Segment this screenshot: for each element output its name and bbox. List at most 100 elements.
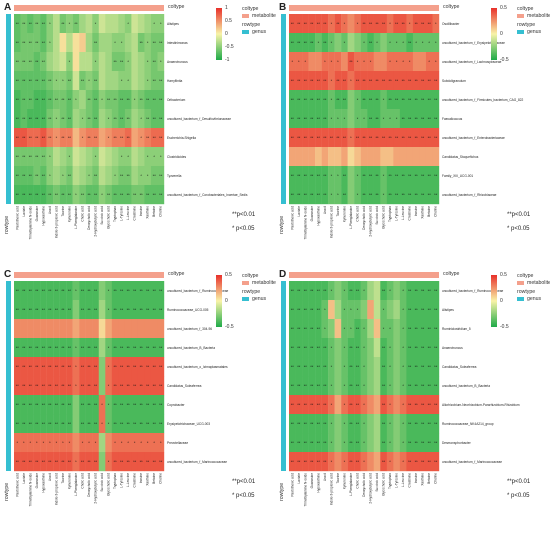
significance-mark: * — [357, 59, 359, 64]
significance-mark: ** — [343, 192, 347, 197]
heatmap-cell — [92, 319, 99, 339]
significance-mark: ** — [291, 192, 295, 197]
column-label: Indole-3-propionic acid — [54, 473, 58, 505]
heatmap-cell — [137, 338, 145, 358]
coltype-annotation-bar — [289, 272, 439, 278]
significance-mark: ** — [42, 288, 46, 293]
significance-mark: ** — [61, 402, 65, 407]
significance-mark: * — [376, 40, 378, 45]
significance-mark: ** — [297, 326, 301, 331]
heatmap-cell — [157, 376, 165, 396]
heatmap-cell — [321, 71, 329, 91]
metabolite-swatch — [242, 14, 249, 18]
significance-mark: * — [101, 192, 103, 197]
heatmap-cell — [33, 185, 41, 205]
significance-mark: * — [324, 307, 326, 312]
color-scale-tick: -0.5 — [225, 44, 234, 50]
significance-mark: * — [69, 21, 71, 26]
heatmap-cell — [53, 338, 60, 358]
significance-mark: ** — [140, 364, 144, 369]
heatmap-cell — [20, 376, 28, 396]
significance-mark: ** — [389, 135, 393, 140]
color-scale-tick: 0.5 — [225, 18, 232, 24]
significance-mark: ** — [153, 192, 157, 197]
significance-mark: ** — [35, 135, 39, 140]
heatmap-cell — [118, 300, 126, 320]
significance-mark: ** — [304, 116, 308, 121]
significance-mark: * — [69, 154, 71, 159]
significance-mark: ** — [94, 116, 98, 121]
heatmap-cell — [302, 147, 309, 167]
significance-mark: ** — [35, 307, 39, 312]
significance-mark: * — [344, 326, 346, 331]
heatmap-cell — [419, 128, 427, 148]
heatmap-cell — [419, 147, 427, 167]
significance-mark: * — [114, 40, 116, 45]
significance-mark: ** — [297, 440, 301, 445]
significance-mark: ** — [159, 288, 163, 293]
significance-mark: ** — [349, 59, 353, 64]
heatmap-cell — [79, 338, 86, 358]
heatmap-cell — [406, 319, 414, 339]
significance-mark: * — [49, 173, 51, 178]
significance-mark: ** — [94, 345, 98, 350]
heatmap-cell — [124, 166, 132, 186]
heatmap-cell — [144, 14, 152, 34]
heatmap-cell — [354, 376, 361, 396]
heatmap-cell — [289, 338, 296, 358]
heatmap-cell — [46, 433, 54, 453]
heatmap-cell — [367, 166, 374, 186]
significance-mark: ** — [133, 459, 137, 464]
heatmap-cell — [85, 166, 93, 186]
heatmap-cell — [79, 452, 86, 472]
heatmap-cell — [341, 52, 348, 72]
significance-mark: ** — [434, 135, 438, 140]
heatmap-cell — [137, 71, 145, 91]
color-scale-tick: 0 — [225, 31, 228, 37]
heatmap-cell — [79, 376, 86, 396]
heatmap-cell — [321, 33, 329, 53]
significance-mark: ** — [323, 345, 327, 350]
significance-mark: ** — [127, 364, 131, 369]
heatmap-cell — [79, 128, 86, 148]
significance-mark: ** — [42, 97, 46, 102]
heatmap-cell — [111, 414, 119, 434]
heatmap-cell — [157, 71, 165, 91]
significance-mark: * — [318, 40, 320, 45]
significance-mark: ** — [153, 97, 157, 102]
heatmap-cell — [79, 319, 86, 339]
heatmap-cell — [360, 185, 368, 205]
heatmap-cell — [85, 147, 93, 167]
heatmap-cell — [27, 433, 34, 453]
heatmap-cell — [425, 128, 433, 148]
heatmap-cell — [412, 109, 420, 129]
significance-mark: ** — [68, 364, 72, 369]
heatmap-cell — [432, 300, 440, 320]
significance-mark: ** — [16, 345, 20, 350]
heatmap-cell — [380, 52, 388, 72]
heatmap-cell — [341, 71, 348, 91]
significance-mark: ** — [42, 345, 46, 350]
significance-mark: * — [383, 307, 385, 312]
heatmap-cell — [59, 338, 67, 358]
heatmap-cell — [308, 433, 316, 453]
significance-mark: ** — [16, 192, 20, 197]
significance-mark: ** — [434, 402, 438, 407]
row-label: Anaerotruncus — [167, 60, 188, 64]
significance-mark: * — [363, 326, 365, 331]
heatmap-cell — [412, 128, 420, 148]
heatmap-cell — [137, 376, 145, 396]
heatmap-cell — [46, 109, 54, 129]
heatmap-cell — [150, 376, 158, 396]
heatmap-cell — [321, 128, 329, 148]
significance-mark: ** — [323, 383, 327, 388]
heatmap-cell — [425, 433, 433, 453]
significance-mark: * — [127, 59, 129, 64]
rowtype-legend-title: rowtype — [517, 289, 536, 295]
significance-mark: ** — [297, 345, 301, 350]
heatmap-cell — [289, 452, 296, 472]
heatmap-cell — [328, 452, 335, 472]
heatmap-cell — [380, 414, 388, 434]
significance-mark: ** — [402, 78, 406, 83]
significance-mark: ** — [81, 288, 85, 293]
